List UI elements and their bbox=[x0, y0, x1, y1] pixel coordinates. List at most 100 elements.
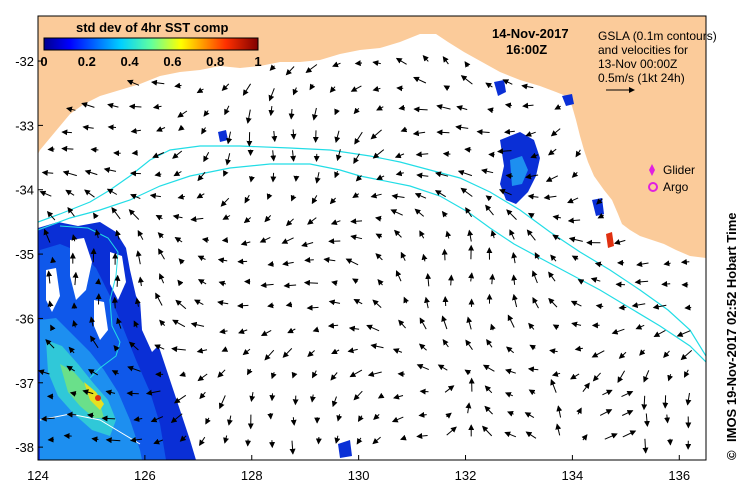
velocity-arrow bbox=[111, 206, 121, 220]
velocity-arrow bbox=[393, 229, 402, 238]
velocity-arrow bbox=[153, 438, 163, 445]
velocity-arrow bbox=[425, 273, 432, 287]
velocity-arrow bbox=[174, 82, 182, 89]
velocity-arrow bbox=[155, 292, 163, 306]
velocity-arrow bbox=[47, 146, 55, 153]
velocity-arrow bbox=[521, 83, 534, 90]
velocity-arrow bbox=[556, 405, 563, 418]
velocity-arrow bbox=[377, 279, 384, 286]
velocity-arrow bbox=[179, 435, 187, 442]
velocity-arrow bbox=[548, 297, 558, 308]
velocity-arrow bbox=[442, 150, 451, 157]
velocity-arrow bbox=[170, 413, 183, 424]
velocity-arrow bbox=[218, 280, 227, 287]
velocity-arrow bbox=[245, 109, 252, 124]
velocity-arrow bbox=[293, 175, 300, 182]
velocity-arrow bbox=[242, 348, 251, 356]
velocity-arrow bbox=[72, 271, 79, 286]
velocity-arrow bbox=[243, 217, 252, 224]
velocity-arrow bbox=[591, 350, 605, 358]
velocity-arrow bbox=[197, 279, 207, 285]
velocity-arrow bbox=[290, 129, 297, 140]
velocity-arrow bbox=[390, 209, 403, 216]
velocity-arrow bbox=[145, 389, 161, 396]
velocity-arrow bbox=[39, 190, 52, 197]
velocity-arrow bbox=[349, 369, 363, 378]
velocity-arrow bbox=[357, 415, 364, 422]
velocity-arrow bbox=[135, 250, 142, 265]
velocity-arrow bbox=[178, 124, 185, 131]
velocity-arrow bbox=[398, 104, 406, 111]
velocity-arrow bbox=[84, 189, 95, 198]
velocity-arrow bbox=[106, 188, 118, 195]
velocity-arrow bbox=[511, 274, 518, 285]
velocity-arrow bbox=[526, 229, 536, 241]
velocity-arrow bbox=[436, 104, 451, 110]
velocity-arrow bbox=[287, 327, 296, 334]
velocity-arrow bbox=[415, 151, 429, 158]
velocity-arrow bbox=[131, 149, 138, 156]
velocity-arrow bbox=[504, 128, 515, 135]
velocity-arrow bbox=[552, 214, 561, 221]
velocity-arrow bbox=[155, 215, 163, 221]
velocity-arrow bbox=[643, 370, 650, 383]
x-tick-label: 136 bbox=[668, 468, 690, 483]
velocity-arrow bbox=[128, 209, 140, 220]
velocity-arrow bbox=[576, 407, 582, 415]
velocity-arrow bbox=[400, 434, 407, 441]
velocity-arrow bbox=[137, 276, 144, 287]
velocity-arrow bbox=[680, 258, 690, 265]
velocity-arrow bbox=[375, 253, 383, 261]
velocity-arrow bbox=[372, 299, 382, 308]
velocity-arrow bbox=[331, 280, 338, 287]
legend-glider: Glider bbox=[649, 163, 695, 177]
velocity-arrow bbox=[353, 153, 360, 164]
velocity-arrow bbox=[505, 173, 513, 179]
velocity-arrow bbox=[335, 149, 342, 162]
velocity-arrow bbox=[267, 413, 274, 420]
velocity-arrow bbox=[418, 411, 427, 418]
velocity-arrow bbox=[127, 365, 141, 372]
velocity-arrow bbox=[555, 423, 562, 436]
velocity-arrow bbox=[130, 436, 143, 443]
copyright-symbol: © bbox=[724, 450, 739, 460]
velocity-arrow bbox=[173, 394, 187, 404]
velocity-arrow bbox=[574, 345, 583, 352]
velocity-arrow bbox=[93, 212, 99, 220]
velocity-arrow bbox=[375, 215, 382, 222]
velocity-arrow bbox=[84, 169, 98, 176]
velocity-arrow bbox=[684, 304, 692, 311]
velocity-arrow bbox=[61, 145, 74, 152]
velocity-arrow bbox=[400, 251, 407, 261]
velocity-arrow bbox=[327, 322, 339, 329]
velocity-arrow bbox=[190, 321, 205, 328]
velocity-arrow bbox=[328, 299, 341, 306]
velocity-arrow bbox=[115, 229, 121, 240]
velocity-arrow bbox=[595, 303, 604, 310]
velocity-arrow bbox=[264, 349, 275, 361]
velocity-arrow bbox=[158, 273, 165, 284]
velocity-arrow bbox=[568, 236, 583, 243]
velocity-arrow bbox=[43, 228, 51, 243]
velocity-arrow bbox=[419, 388, 429, 395]
velocity-arrow bbox=[190, 216, 204, 223]
velocity-arrow bbox=[604, 433, 618, 440]
velocity-arrow bbox=[621, 390, 634, 398]
velocity-arrow bbox=[126, 79, 140, 86]
velocity-arrow bbox=[38, 369, 50, 376]
velocity-arrow bbox=[685, 392, 692, 406]
velocity-arrow bbox=[643, 413, 650, 427]
velocity-arrow bbox=[567, 217, 581, 224]
velocity-arrow bbox=[617, 370, 626, 383]
velocity-arrow bbox=[270, 172, 277, 183]
velocity-arrow bbox=[285, 66, 295, 76]
velocity-arrow bbox=[392, 348, 403, 354]
velocity-arrow bbox=[288, 108, 295, 120]
velocity-arrow bbox=[332, 61, 341, 68]
info-line-2: and velocities for bbox=[598, 43, 688, 57]
velocity-arrow bbox=[370, 343, 384, 350]
velocity-arrow bbox=[548, 271, 556, 282]
velocity-arrow bbox=[571, 171, 579, 178]
y-tick-label: -38 bbox=[15, 440, 34, 455]
velocity-arrow bbox=[455, 124, 469, 131]
